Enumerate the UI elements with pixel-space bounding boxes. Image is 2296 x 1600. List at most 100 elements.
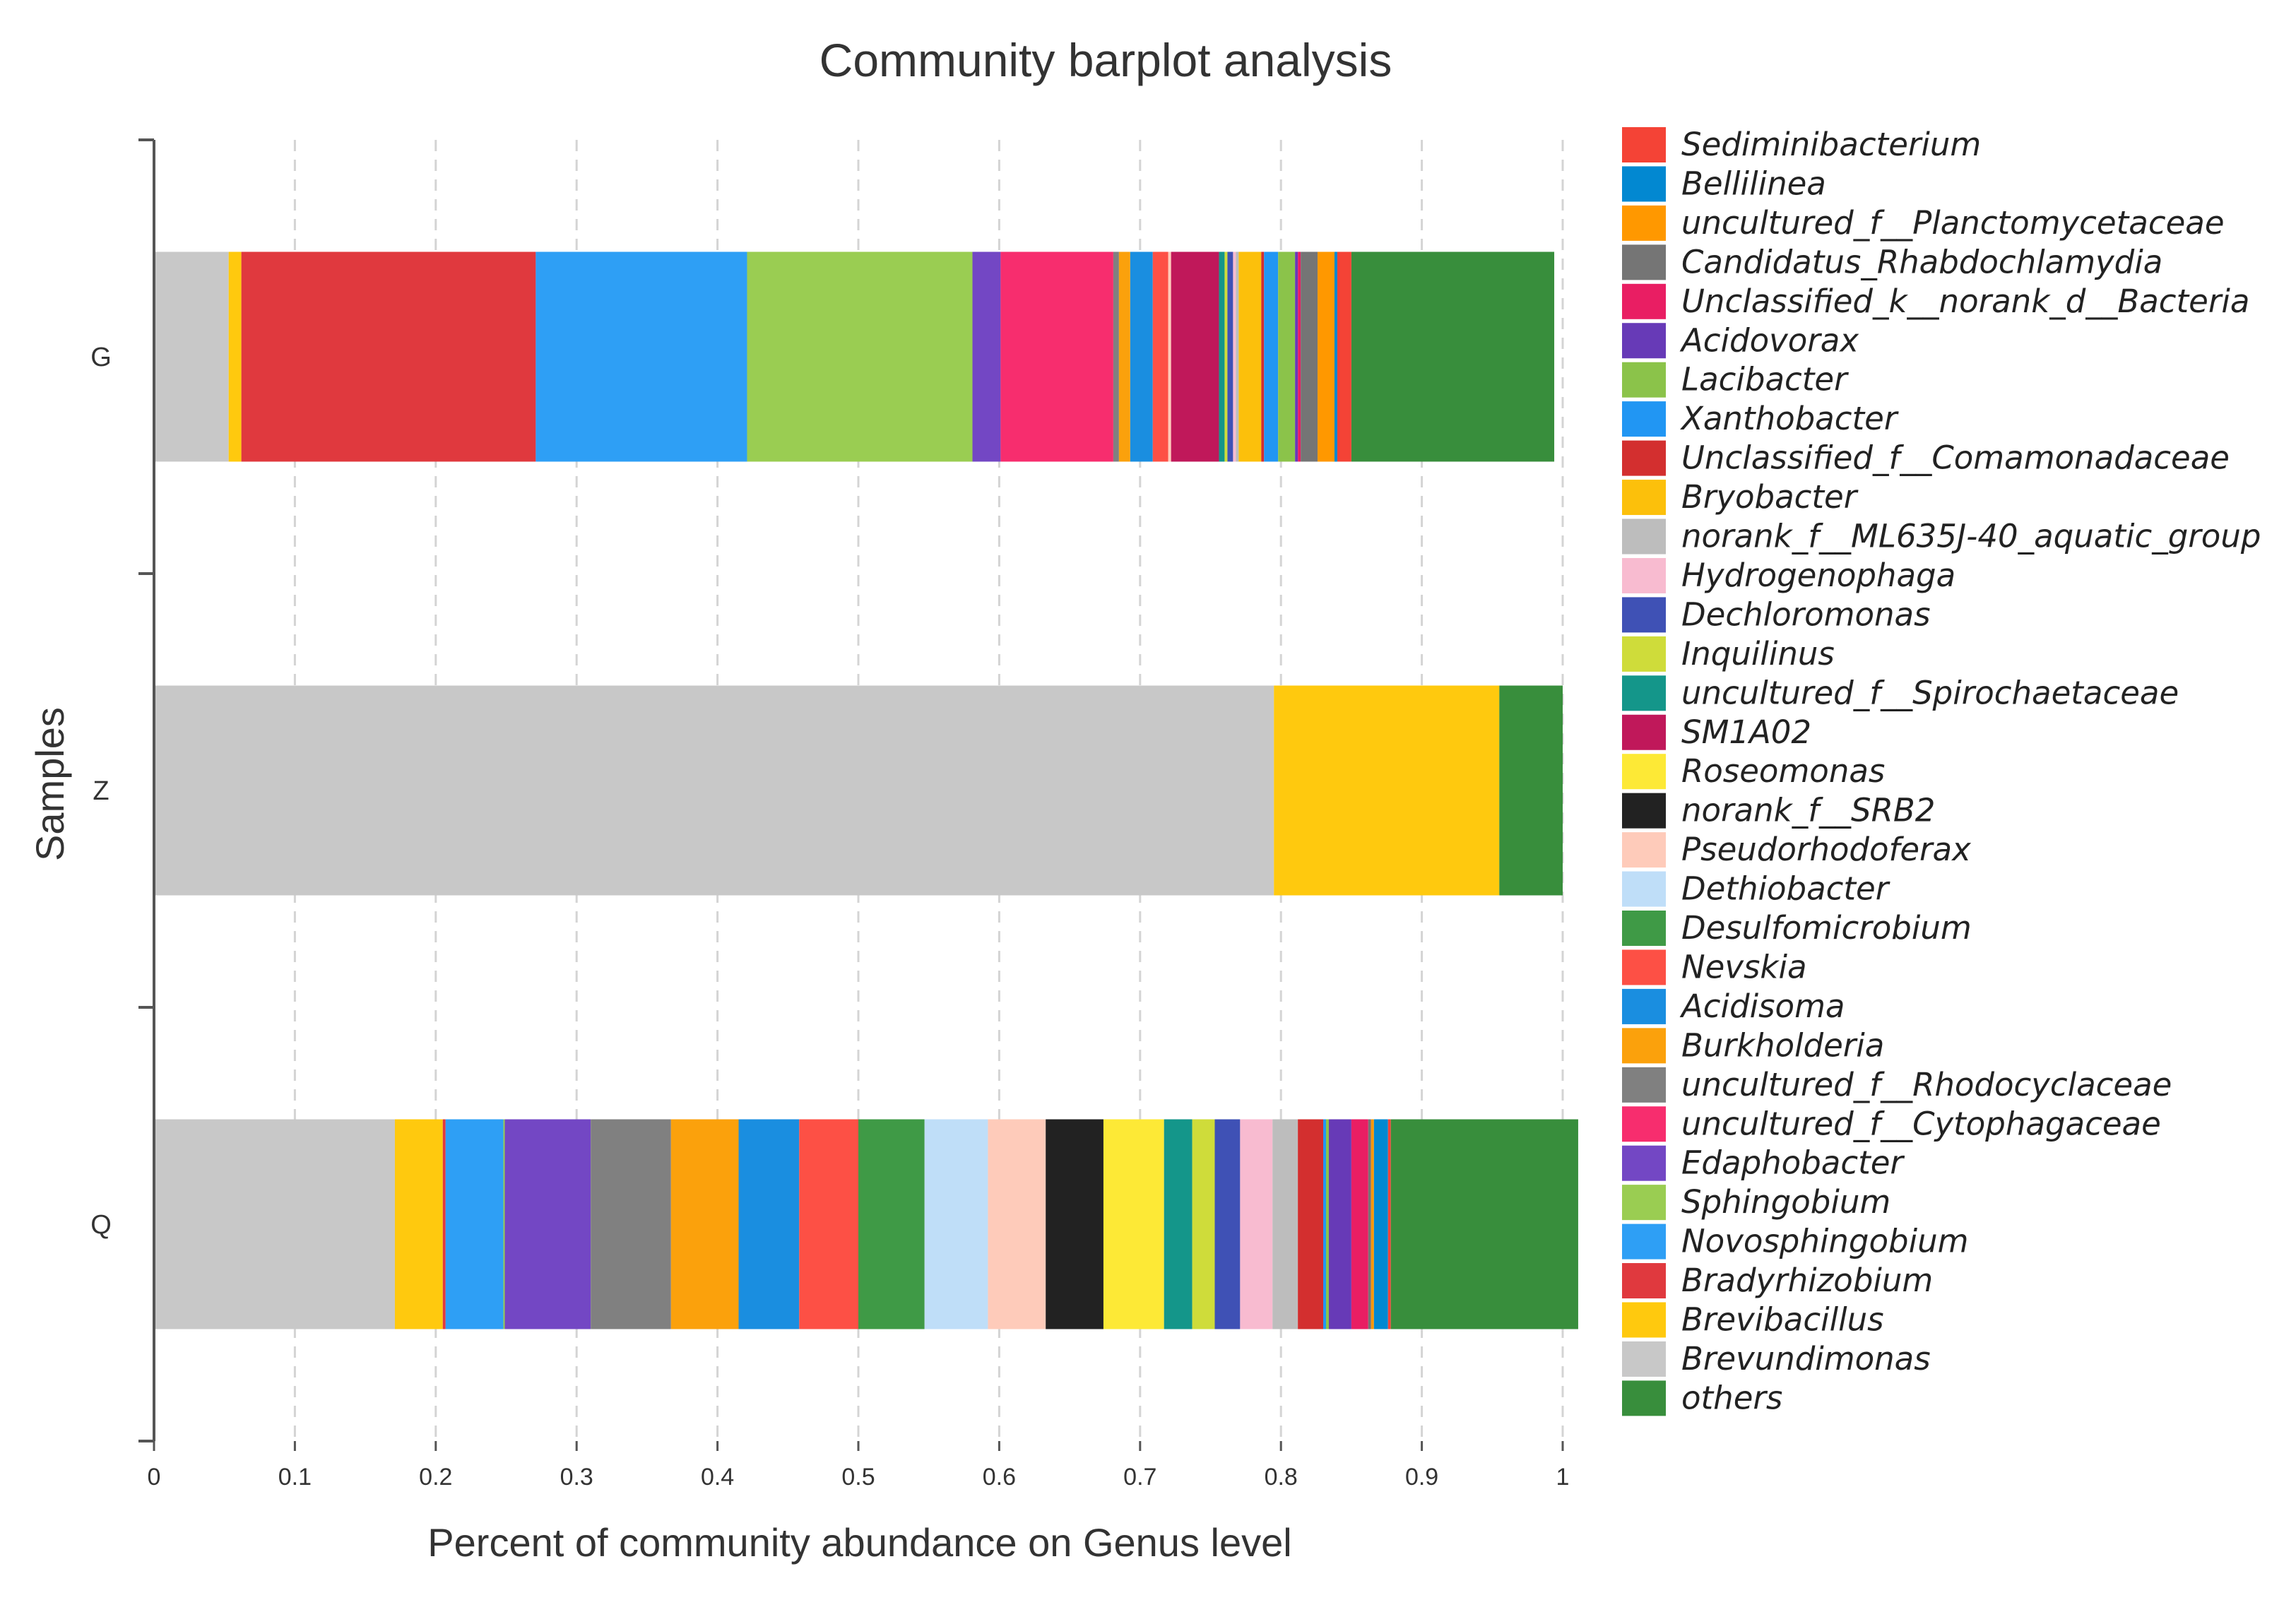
bar-segment-Q-norank_f__SRB2	[1046, 1119, 1103, 1329]
legend-swatch	[1622, 127, 1666, 162]
legend-entry-label: Sphingobium	[1681, 1183, 1890, 1221]
legend-entry-label: Acidovorax	[1679, 321, 1859, 359]
bar-segment-G-Bryobacter	[1238, 251, 1262, 462]
bar-segment-Q-Roseomonas	[1103, 1119, 1164, 1329]
legend-swatch	[1622, 1028, 1666, 1064]
legend-entry-label: Sediminibacterium	[1681, 126, 1981, 163]
legend-swatch	[1622, 362, 1666, 398]
legend-entry-label: SM1A02	[1681, 713, 1811, 751]
bar-segment-Q-Candidatus_Rhabdochlamydia	[1368, 1119, 1371, 1329]
bar-segment-Q-Lacibacter	[1326, 1119, 1329, 1329]
bar-segment-G-others	[1351, 251, 1555, 462]
legend-swatch	[1622, 244, 1666, 280]
bar-segment-Q-Burkholderia	[670, 1119, 739, 1329]
legend-swatch	[1622, 1106, 1666, 1142]
legend-entry-label: Pseudorhodoferax	[1681, 831, 1971, 868]
x-tick-label: 0.5	[841, 1464, 875, 1491]
bar-segment-Q-Unclassified_f__Comamonadaceae	[1298, 1119, 1324, 1329]
bar-segment-Q-Inquilinus	[1192, 1119, 1215, 1329]
legend-swatch	[1622, 1380, 1666, 1416]
legend-swatch	[1622, 597, 1666, 633]
legend-entry-label: Bryobacter	[1681, 478, 1859, 516]
legend-swatch	[1622, 1185, 1666, 1221]
bar-segment-Z-Brevundimonas	[154, 685, 1274, 896]
bar-segment-G-Dechloromonas	[1227, 251, 1233, 462]
legend-swatch	[1622, 480, 1666, 516]
legend-swatch	[1622, 283, 1666, 319]
bar-segment-Q-Bellilinea	[1373, 1119, 1388, 1329]
legend-entry-label: uncultured_f__Planctomycetaceae	[1681, 204, 2225, 242]
legend-entry-label: others	[1681, 1379, 1782, 1416]
x-tick-label: 0.2	[419, 1464, 452, 1491]
bar-segment-Q-Desulfomicrobium	[858, 1119, 925, 1329]
bar-segment-G-Pseudorhodoferax	[1168, 251, 1171, 462]
bar-segment-Q-uncultured_f__Planctomycetaceae	[1371, 1119, 1374, 1329]
legend-swatch	[1622, 911, 1666, 946]
bar-segment-G-Novosphingobium	[535, 251, 747, 462]
legend-entry-label: Dethiobacter	[1681, 870, 1890, 908]
legend-entry-label: Bradyrhizobium	[1681, 1262, 1933, 1299]
bar-segment-G-Sphingobium	[747, 251, 973, 462]
legend-entry-label: Burkholderia	[1681, 1026, 1884, 1064]
legend-swatch	[1622, 1302, 1666, 1338]
bar-segment-Q-norank_f__ML635J-40_aquatic_group	[1272, 1119, 1298, 1329]
bar-segment-Q-uncultured_f__Rhodocyclaceae	[591, 1119, 671, 1329]
legend-entry-label: Novosphingobium	[1681, 1223, 1968, 1260]
bar-segment-Q-Dethiobacter	[924, 1119, 988, 1329]
legend-swatch	[1622, 714, 1666, 750]
legend-entry-label: Xanthobacter	[1680, 400, 1899, 437]
bar-segment-G-Sediminibacterium	[1337, 251, 1351, 462]
bar-segment-Q-Edaphobacter	[504, 1119, 591, 1329]
x-tick-label: 0.3	[560, 1464, 593, 1491]
y-category-label: Z	[93, 776, 109, 806]
bar-segment-G-Burkholderia	[1118, 251, 1130, 462]
stacked-bars	[154, 251, 1578, 1329]
legend-entry-label: norank_f__SRB2	[1681, 792, 1935, 829]
bar-segment-Q-Brevundimonas	[154, 1119, 395, 1329]
legend-entry-label: Brevibacillus	[1681, 1301, 1884, 1339]
x-tick-label: 0.8	[1265, 1464, 1298, 1491]
legend-entry-label: norank_f__ML635J-40_aquatic_group	[1681, 518, 2261, 555]
bar-segment-Q-Nevskia	[799, 1119, 858, 1329]
bar-segment-Q-Acidisoma	[738, 1119, 800, 1329]
bar-segment-G-SM1A02	[1171, 251, 1219, 462]
legend-swatch	[1622, 675, 1666, 711]
legend-entry-label: uncultured_f__Spirochaetaceae	[1681, 674, 2179, 711]
x-tick-label: 1	[1556, 1464, 1570, 1491]
legend-swatch	[1622, 793, 1666, 829]
bar-segment-G-Inquilinus	[1224, 251, 1228, 462]
bar-segment-Q-others	[1390, 1119, 1578, 1329]
bar-segment-Q-Hydrogenophaga	[1240, 1119, 1273, 1329]
bar-segment-G-Edaphobacter	[972, 251, 1001, 462]
bar-segment-G-Unclassified_f__Comamonadaceae	[1261, 251, 1265, 462]
bar-segment-G-Brevibacillus	[228, 251, 242, 462]
bar-segment-G-norank_f__ML635J-40_aquatic_group	[1236, 251, 1239, 462]
bar-segment-Q-Unclassified_k__norank_d__Bacteria	[1351, 1119, 1368, 1329]
legend-swatch	[1622, 949, 1666, 985]
bar-segment-G-uncultured_f__Planctomycetaceae	[1318, 251, 1335, 462]
bar-segment-Q-Sphingobium	[503, 1119, 505, 1329]
bar-segment-G-Unclassified_k__norank_d__Bacteria	[1298, 251, 1301, 462]
legend-swatch	[1622, 205, 1666, 241]
bar-segment-G-Brevundimonas	[154, 251, 229, 462]
y-category-label: G	[90, 343, 112, 372]
legend: SediminibacteriumBellilineauncultured_f_…	[1622, 126, 2261, 1416]
legend-swatch	[1622, 636, 1666, 672]
legend-swatch	[1622, 518, 1666, 555]
legend-swatch	[1622, 1263, 1666, 1299]
legend-entry-label: uncultured_f__Rhodocyclaceae	[1681, 1066, 2172, 1103]
legend-swatch	[1622, 1341, 1666, 1377]
bar-segment-G-uncultured_f__Cytophagaceae	[1000, 251, 1113, 462]
bar-segment-Z-Brevibacillus	[1274, 685, 1500, 896]
legend-entry-label: Acidisoma	[1679, 988, 1845, 1025]
x-tick-label: 0.7	[1123, 1464, 1156, 1491]
bar-segment-Q-Sediminibacterium	[1387, 1119, 1391, 1329]
bar-segment-G-Nevskia	[1152, 251, 1168, 462]
x-tick-label: 0	[148, 1464, 161, 1491]
legend-entry-label: Roseomonas	[1681, 752, 1885, 790]
bar-segment-G-Hydrogenophaga	[1233, 251, 1236, 462]
bar-segment-G-uncultured_f__Spirochaetaceae	[1219, 251, 1225, 462]
legend-swatch	[1622, 557, 1666, 593]
legend-entry-label: Unclassified_f__Comamonadaceae	[1681, 439, 2230, 477]
